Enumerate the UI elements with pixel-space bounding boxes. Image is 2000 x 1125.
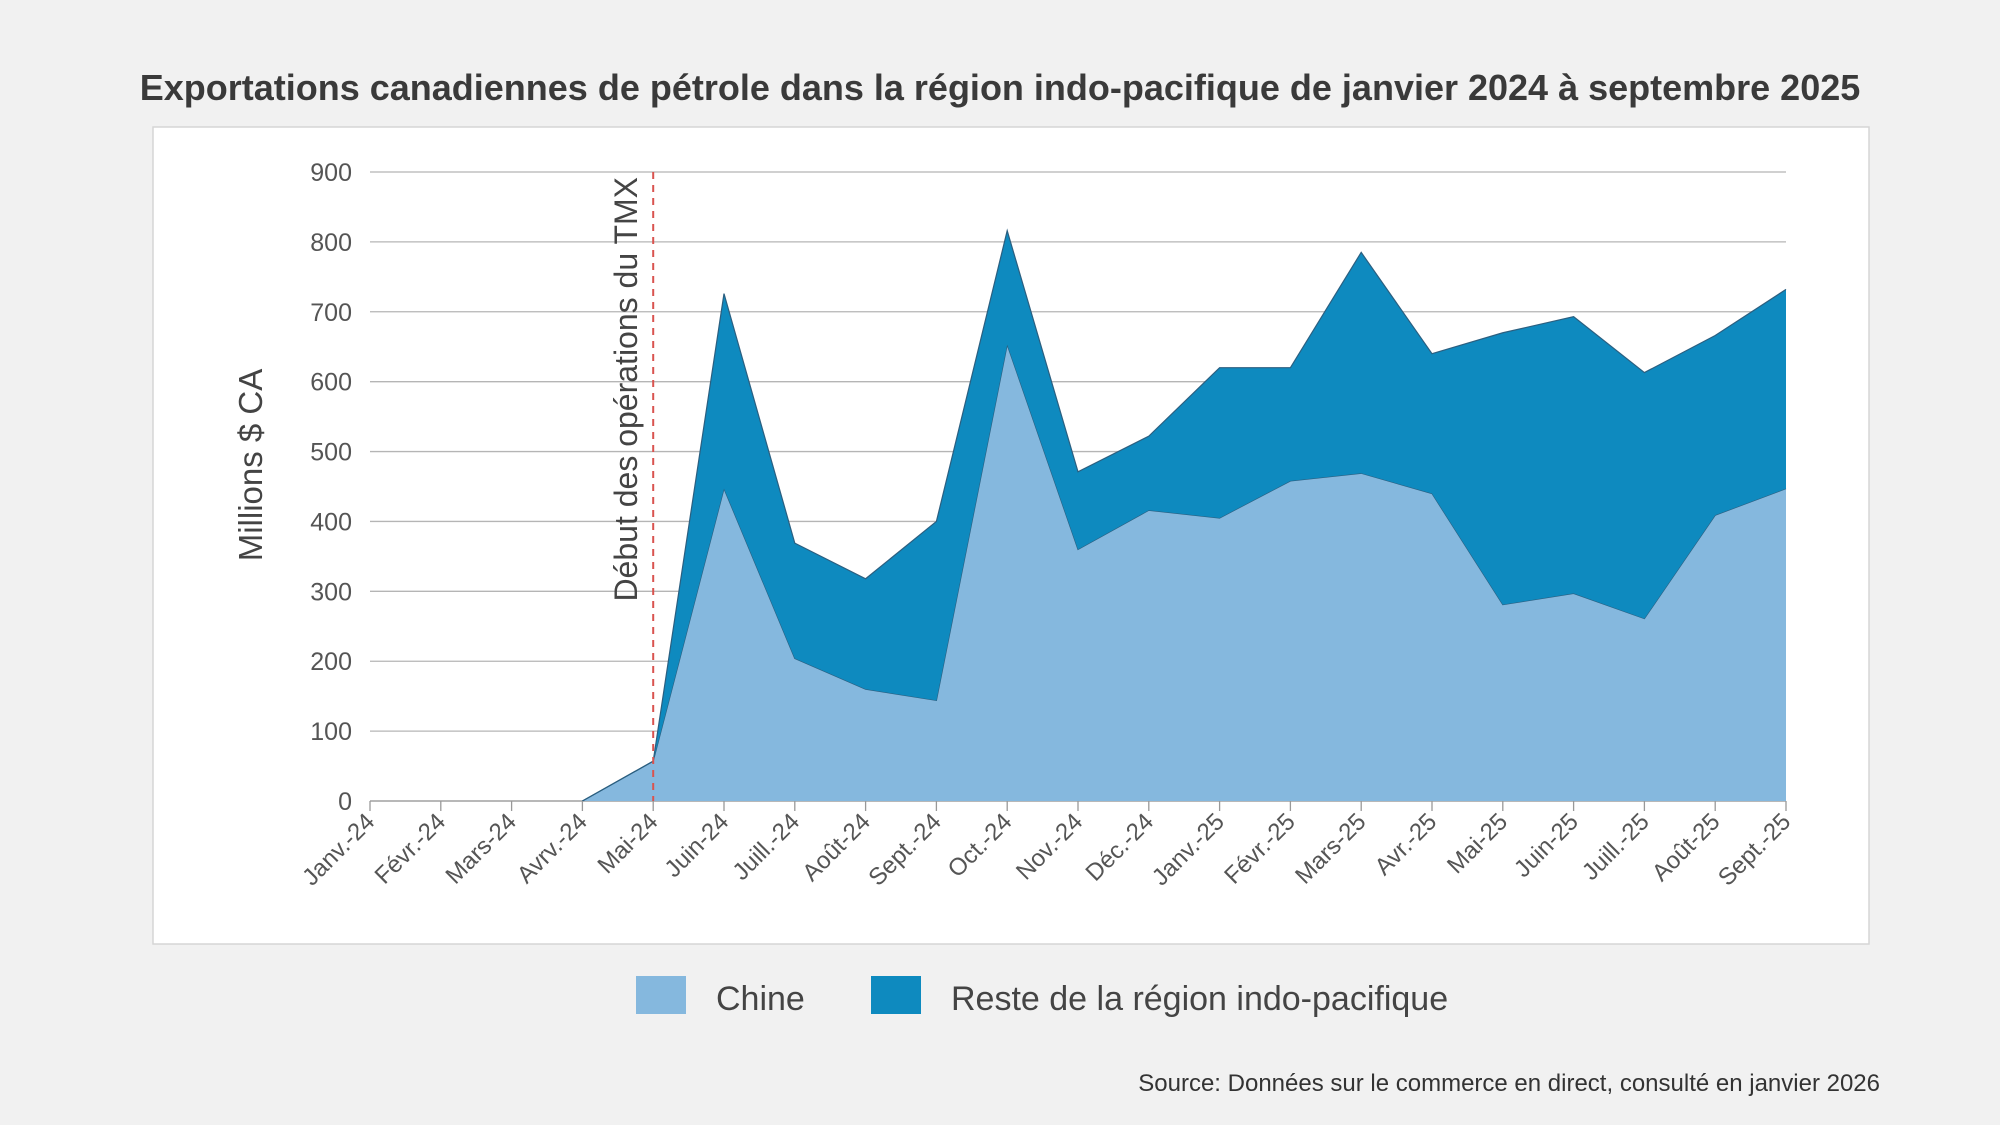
y-tick-label: 400 xyxy=(310,508,352,536)
chart-title: Exportations canadiennes de pétrole dans… xyxy=(140,67,1861,108)
y-tick-label: 300 xyxy=(310,578,352,606)
y-tick-label: 200 xyxy=(310,648,352,676)
y-tick-label: 800 xyxy=(310,229,352,257)
source-note: Source: Données sur le commerce en direc… xyxy=(1138,1070,1880,1097)
area-chine xyxy=(582,344,1786,801)
y-tick-label: 100 xyxy=(310,718,352,746)
y-axis-label: Millions $ CA xyxy=(232,369,269,562)
y-tick-label: 900 xyxy=(310,159,352,187)
series-line xyxy=(582,228,1787,802)
y-tick-label: 600 xyxy=(310,369,352,397)
area-reste xyxy=(582,230,1786,801)
legend-swatch xyxy=(871,976,921,1014)
legend-label: Chine xyxy=(716,980,805,1018)
legend-label: Reste de la région indo-pacifique xyxy=(951,980,1448,1018)
y-tick-label: 0 xyxy=(338,788,352,816)
legend-swatch xyxy=(636,976,686,1014)
tmx-annotation-label: Début des opérations du TMX xyxy=(608,177,644,602)
y-tick-label: 500 xyxy=(310,439,352,467)
y-tick-label: 700 xyxy=(310,299,352,327)
